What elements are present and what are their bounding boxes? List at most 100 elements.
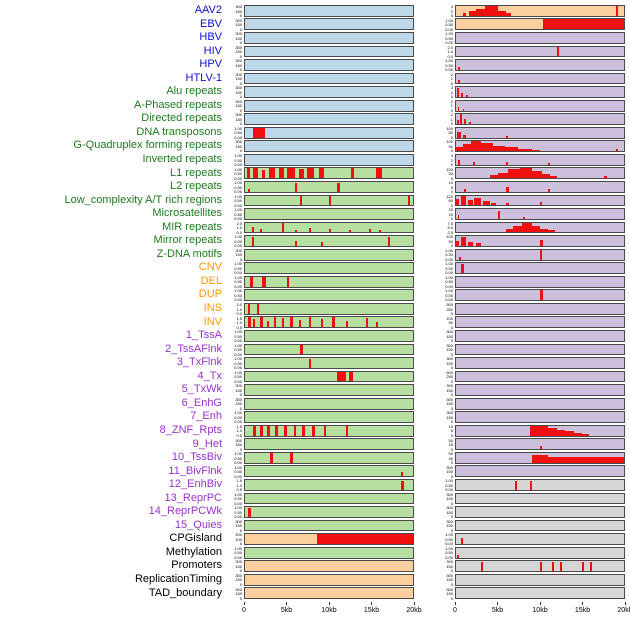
data-bar <box>523 216 525 219</box>
data-bar <box>529 425 540 436</box>
y-tick-label: 0.50 <box>234 455 242 461</box>
y-tick-label: 0 <box>239 595 242 601</box>
left-panel <box>244 208 414 220</box>
data-bar <box>308 317 312 328</box>
data-bar <box>329 196 332 206</box>
y-tick-label: 300 <box>446 505 453 511</box>
panel-gap <box>414 465 439 479</box>
y-tick-label: 45 <box>448 455 453 461</box>
y-tick-label: 0.50 <box>234 360 242 366</box>
left-panel <box>244 411 414 424</box>
panel-gap <box>414 139 439 153</box>
y-tick-label: 0.00 <box>234 216 242 222</box>
y-tick-label: 0.0 <box>236 229 242 235</box>
y-tick-label: 0.00 <box>234 175 242 181</box>
y-tick-label: 100 <box>446 234 453 240</box>
right-panel <box>455 113 625 126</box>
y-tick-label: 0.00 <box>445 487 453 493</box>
track-label: ReplicationTiming <box>134 572 222 585</box>
track-row: DEL 1.00 0.50 0.00 1.00 0.50 0.00 <box>0 275 630 289</box>
data-bar <box>456 554 459 558</box>
y-tick-label: 300 <box>235 4 242 9</box>
left-y-axis: 1.00 0.50 0.00 <box>228 275 244 289</box>
left-panel <box>244 45 414 58</box>
left-panel <box>244 302 414 315</box>
y-tick-label: 0 <box>239 148 242 154</box>
left-y-axis: 1.00 0.50 0.00 <box>228 126 244 140</box>
track-row: 8_ZNF_Rpts 1.5 1.0 0.5 10 5 0 <box>0 424 630 438</box>
data-bar <box>548 427 557 436</box>
data-bar <box>540 228 549 233</box>
x-tick-label: 20kb <box>406 607 422 615</box>
data-bar <box>469 10 477 16</box>
left-y-axis: 1.00 0.50 0.00 <box>228 234 244 248</box>
y-tick-label: 1.00 <box>445 17 453 23</box>
right-panel <box>455 4 625 17</box>
y-tick-label: 0 <box>450 514 453 520</box>
y-tick-label: 0.50 <box>234 469 242 475</box>
y-tick-label: 1.00 <box>445 288 453 294</box>
y-tick-label: 0 <box>239 94 242 100</box>
y-tick-label: 1.0 <box>236 482 242 488</box>
y-tick-label: 90 <box>448 451 453 457</box>
right-y-axis: 20 10 0 <box>439 207 455 221</box>
right-panel <box>455 59 625 71</box>
left-panel <box>244 275 414 288</box>
right-panel <box>455 397 625 410</box>
y-tick-label: 2.0 <box>447 44 453 50</box>
left-y-axis: 1.00 0.50 0.00 <box>228 370 244 384</box>
panel-gap <box>414 58 439 72</box>
data-bar <box>457 67 461 70</box>
right-panel <box>455 438 625 451</box>
y-tick-label: 150 <box>235 523 242 529</box>
data-bar <box>261 169 266 179</box>
data-bar <box>248 507 251 517</box>
y-tick-label: 0 <box>450 595 453 601</box>
y-tick-label: 150 <box>446 387 453 393</box>
y-tick-label: 150 <box>235 22 242 28</box>
right-panel <box>455 31 625 44</box>
track-row: CPGisland 200 100 0 1.00 0.50 0.00 <box>0 532 630 546</box>
y-tick-label: 0 <box>450 311 453 317</box>
right-y-axis: 300 150 0 <box>439 356 455 370</box>
track-row: Mirror repeats 1.00 0.50 0.00 100 50 0 <box>0 234 630 248</box>
left-x-axis: 0 5kb 10kb 15kb 20kb <box>242 602 422 618</box>
data-bar <box>312 426 315 436</box>
track-label: Mirror repeats <box>153 234 222 247</box>
left-panel <box>244 492 414 505</box>
left-y-axis: 1.00 0.50 0.00 <box>228 465 244 479</box>
y-tick-label: 1.00 <box>445 31 453 37</box>
x-tick-label: 0 <box>242 607 246 615</box>
data-bar <box>337 182 340 192</box>
track-row: ReplicationTiming 300 150 0 300 150 0 <box>0 573 630 587</box>
data-bar <box>307 168 314 179</box>
y-tick-label: 2 <box>450 71 453 77</box>
left-y-axis: 300 150 0 <box>228 45 244 59</box>
data-bar <box>332 317 335 328</box>
y-tick-label: 150 <box>235 387 242 393</box>
y-tick-label: 0 <box>450 324 453 330</box>
track-label: CNV <box>198 261 222 274</box>
data-bar <box>457 214 460 219</box>
y-tick-label: 1.00 <box>234 125 242 131</box>
y-tick-label: 0 <box>450 419 453 425</box>
y-tick-label: 0 <box>450 121 453 127</box>
data-bar <box>318 168 324 179</box>
y-tick-label: 4 <box>450 4 453 9</box>
data-bar <box>260 426 263 436</box>
data-bar <box>540 561 543 572</box>
x-tick-label: 0 <box>453 607 457 615</box>
panel-gap <box>414 316 439 330</box>
left-y-axis: 300 150 0 <box>228 383 244 397</box>
data-bar <box>506 135 509 138</box>
track-row: 3_TxFlnk 1.00 0.50 0.00 300 150 0 <box>0 356 630 370</box>
track-label: L1 repeats <box>170 166 222 179</box>
right-panel <box>455 221 625 234</box>
left-y-axis: 1.00 0.50 0.00 <box>228 451 244 465</box>
y-tick-label: 1.00 <box>445 478 453 484</box>
y-tick-label: 1 <box>450 116 453 122</box>
y-tick-label: 0 <box>450 134 453 140</box>
data-bar <box>464 188 467 192</box>
y-tick-label: 150 <box>446 414 453 420</box>
